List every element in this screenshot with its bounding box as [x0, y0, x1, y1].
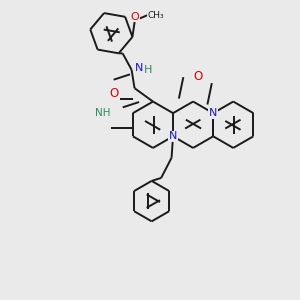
- Text: N: N: [169, 131, 177, 141]
- Text: H: H: [144, 65, 152, 75]
- Text: O: O: [130, 12, 139, 22]
- Text: N: N: [209, 108, 218, 118]
- Text: N: N: [135, 63, 143, 73]
- Text: O: O: [193, 70, 202, 83]
- Text: NH: NH: [94, 108, 110, 118]
- Text: CH₃: CH₃: [147, 11, 164, 20]
- Text: O: O: [110, 87, 119, 100]
